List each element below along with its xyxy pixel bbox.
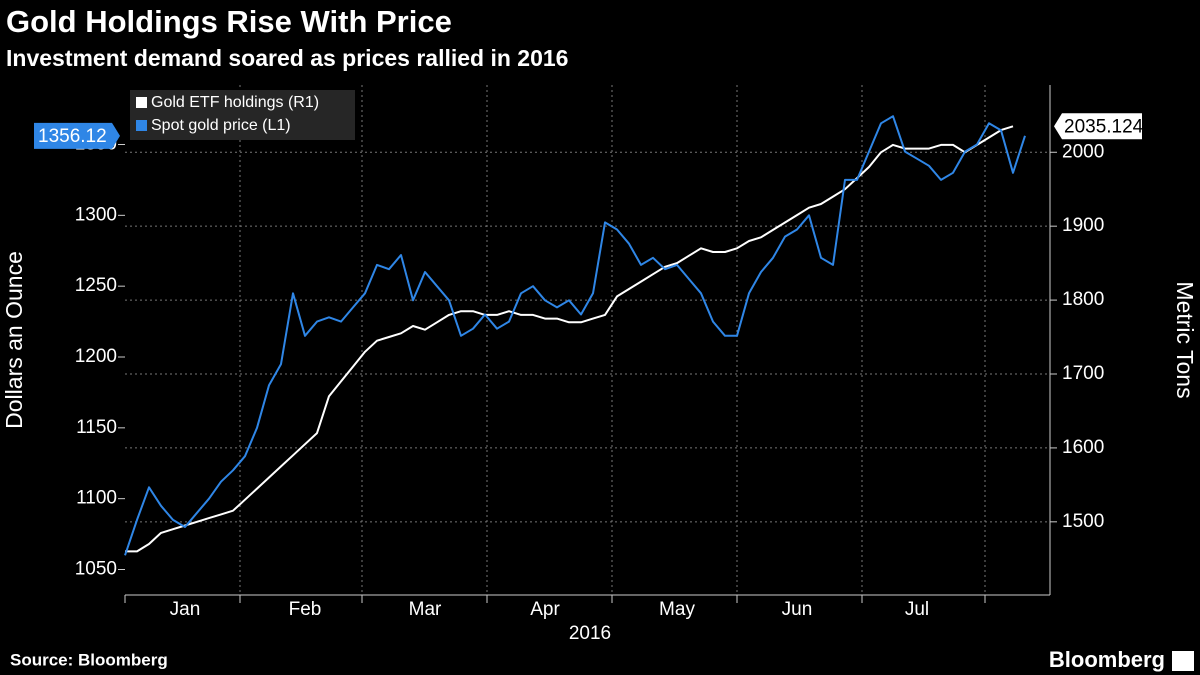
y2-tick-label: 1700 — [1062, 363, 1104, 384]
last-value-label: 1356.12 — [38, 126, 107, 147]
x-tick-label: Mar — [409, 599, 442, 620]
y2-tick-label: 1500 — [1062, 511, 1104, 532]
chart-subtitle: Investment demand soared as prices ralli… — [6, 45, 568, 71]
x-tick-label: Jul — [905, 599, 929, 620]
last-value-tag — [34, 122, 120, 149]
legend-swatch — [136, 120, 147, 131]
y-tick-label: 1050 — [75, 559, 117, 580]
y2-axis-label: Metric Tons — [1172, 281, 1198, 398]
chart-title: Gold Holdings Rise With Price — [6, 4, 452, 39]
y-tick-label: 1300 — [75, 204, 117, 225]
y2-tick-label: 1600 — [1062, 437, 1104, 458]
y2-tick-label: 1900 — [1062, 215, 1104, 236]
legend-label: Gold ETF holdings (R1) — [151, 94, 319, 111]
series-line — [124, 115, 1026, 556]
x-axis-label: 2016 — [569, 623, 611, 644]
x-tick-label: Jan — [170, 599, 201, 620]
y-tick-label: 1100 — [76, 488, 117, 509]
x-tick-label: Feb — [289, 599, 322, 620]
y-tick-label: 1150 — [76, 417, 117, 438]
legend-label: Spot gold price (L1) — [151, 117, 291, 134]
x-tick-label: May — [659, 599, 695, 620]
x-axis — [124, 85, 1051, 603]
y-tick-label: 1200 — [75, 346, 117, 367]
series-line — [125, 125, 1014, 553]
x-tick-label: Jun — [782, 599, 813, 620]
y2-tick-label: 1800 — [1062, 289, 1104, 310]
legend-box — [130, 90, 355, 140]
brand: Bloomberg — [1049, 647, 1165, 672]
last-value-label: 2035.1241 — [1064, 116, 1154, 137]
last-value-tag — [1054, 113, 1142, 140]
brand-icon — [1172, 651, 1194, 671]
y-tick-label: 1250 — [75, 275, 117, 296]
y-axis-label: Dollars an Ounce — [1, 251, 27, 429]
y2-tick-label: 2000 — [1062, 141, 1104, 162]
x-tick-label: Apr — [530, 599, 560, 620]
source: Source: Bloomberg — [10, 650, 168, 669]
legend-swatch — [136, 97, 147, 108]
